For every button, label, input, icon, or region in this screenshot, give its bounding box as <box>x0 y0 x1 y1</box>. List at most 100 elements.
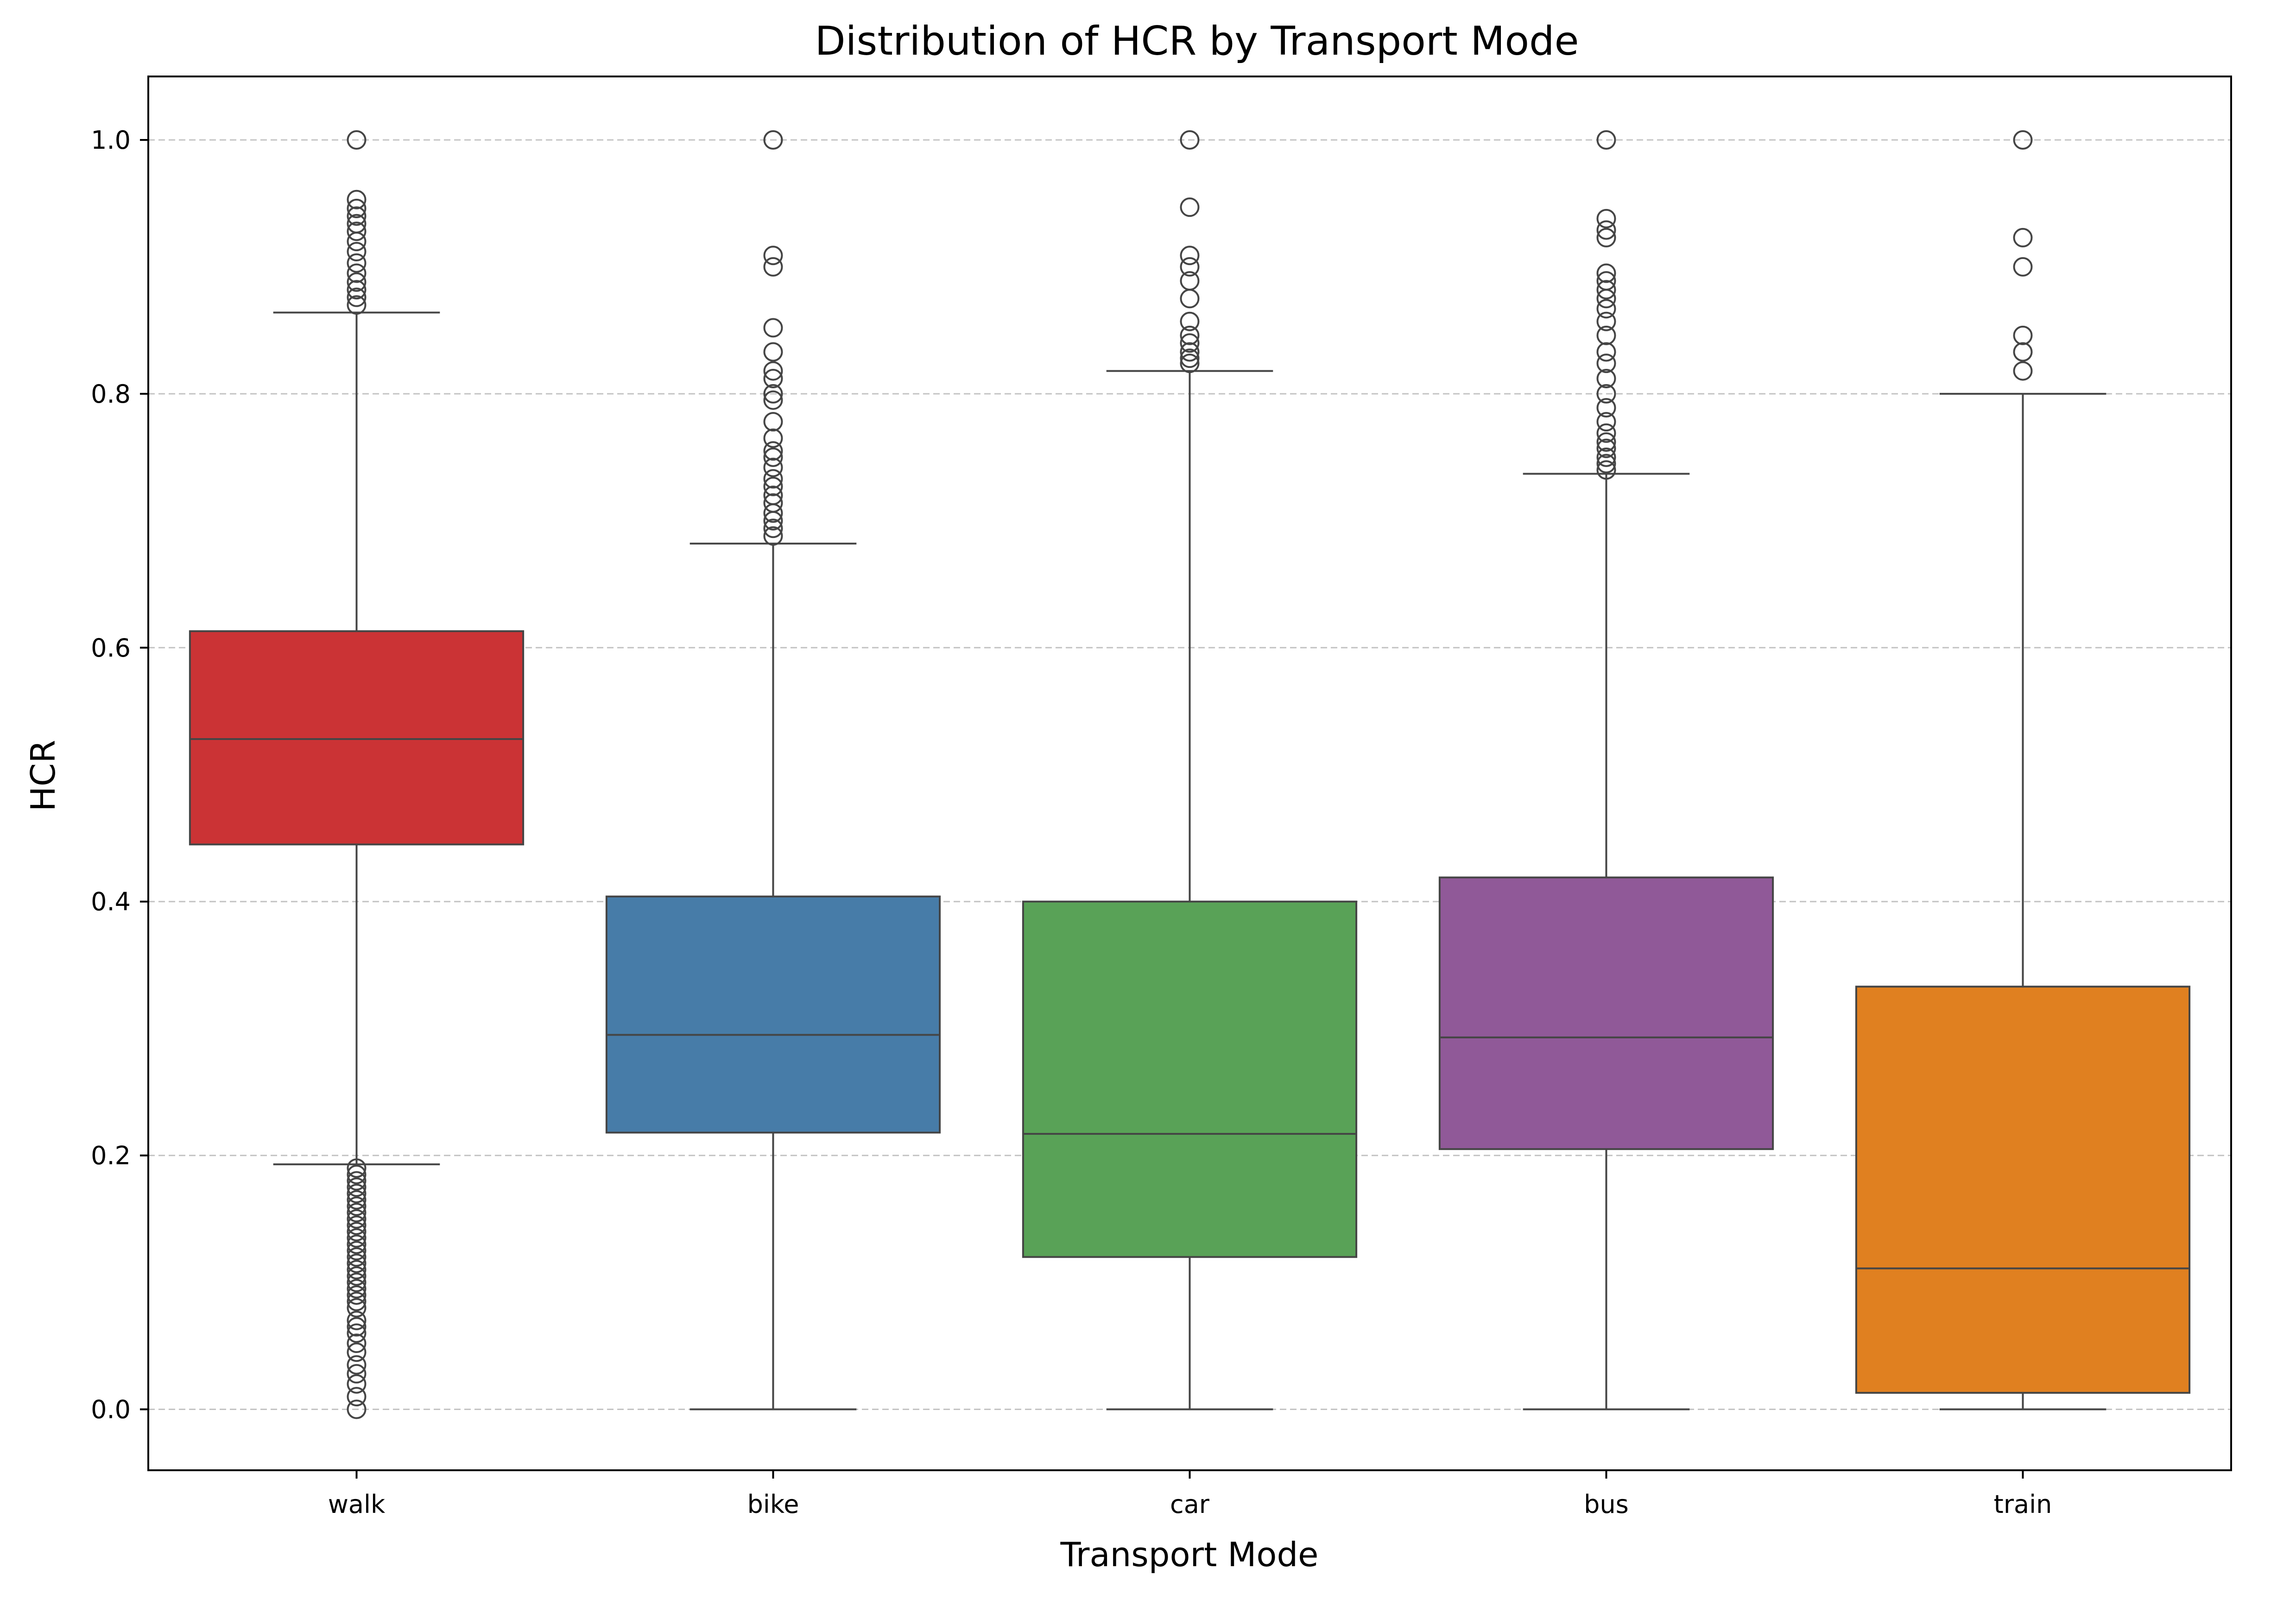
outlier-point <box>1596 447 1616 467</box>
x-tick-label: bike <box>747 1490 799 1519</box>
outlier-point <box>1596 438 1616 458</box>
outlier-point <box>347 1234 367 1254</box>
outlier-point <box>1180 289 1200 309</box>
x-axis-title: Transport Mode <box>1060 1535 1319 1574</box>
outlier-point <box>1596 369 1616 389</box>
outlier-point <box>763 526 783 546</box>
outlier-point <box>763 361 783 381</box>
outlier-point <box>1180 325 1200 345</box>
outlier-point <box>1180 197 1200 217</box>
outlier-point <box>347 1164 367 1184</box>
outlier-point <box>2013 228 2033 247</box>
outlier-point <box>347 1310 367 1330</box>
outlier-point <box>763 369 783 389</box>
outlier-point <box>347 1247 367 1267</box>
outlier-point <box>1596 354 1616 373</box>
outlier-point <box>347 1298 367 1318</box>
outlier-point <box>347 1253 367 1273</box>
outlier-point <box>347 1177 367 1197</box>
outlier-point <box>347 253 367 273</box>
box-group-train <box>1855 130 2191 1410</box>
outlier-point <box>347 1279 367 1299</box>
outlier-point <box>347 287 367 307</box>
outlier-point <box>347 1334 367 1353</box>
outlier-point <box>1596 423 1616 443</box>
outlier-point <box>2013 325 2033 345</box>
outlier-point <box>347 1215 367 1235</box>
y-axis-title: HCR <box>24 740 63 811</box>
axis-ticks: 0.0 0.2 0.4 0.6 0.8 1.0 walk bike car bus train <box>91 126 2052 1519</box>
outlier-point <box>347 130 367 150</box>
outlier-point <box>763 428 783 448</box>
outlier-point <box>1596 289 1616 309</box>
outlier-point <box>347 1399 367 1419</box>
outlier-point <box>1180 342 1200 362</box>
outlier-point <box>1180 257 1200 277</box>
boxes <box>189 130 2191 1419</box>
outlier-point <box>1596 460 1616 480</box>
box-group-bus <box>1438 130 1774 1410</box>
outlier-point <box>347 1355 367 1375</box>
outlier-point <box>1180 130 1200 150</box>
box-group-car <box>1022 130 1358 1410</box>
outlier-point <box>763 511 783 531</box>
outlier-point <box>1180 311 1200 331</box>
y-tick-label: 1.0 <box>91 126 131 155</box>
x-tick-label: bus <box>1584 1490 1629 1519</box>
outlier-point <box>1596 384 1616 404</box>
outlier-point <box>1596 280 1616 300</box>
outlier-point <box>1596 342 1616 362</box>
y-tick-label: 0.8 <box>91 379 131 409</box>
iqr-box <box>605 895 941 1134</box>
outlier-point <box>347 242 367 262</box>
outlier-point <box>1180 348 1200 368</box>
box-group-bike <box>605 130 941 1410</box>
outlier-point <box>347 1183 367 1203</box>
outlier-point <box>347 206 367 226</box>
outlier-point <box>347 1202 367 1222</box>
outlier-point <box>347 232 367 252</box>
outlier-point <box>1596 299 1616 319</box>
x-tick-label: walk <box>328 1490 386 1519</box>
outlier-point <box>347 1323 367 1343</box>
outlier-point <box>763 342 783 362</box>
outlier-point <box>763 318 783 338</box>
x-tick-label: train <box>1994 1490 2052 1519</box>
y-tick-label: 0.6 <box>91 633 131 663</box>
x-tick-label: car <box>1170 1490 1210 1519</box>
outlier-point <box>1596 432 1616 452</box>
outlier-point <box>1180 246 1200 266</box>
outlier-point <box>347 1228 367 1248</box>
outlier-point <box>1596 209 1616 228</box>
outlier-point <box>347 1190 367 1210</box>
outlier-point <box>347 1171 367 1191</box>
outlier-point <box>763 447 783 467</box>
outlier-point <box>1596 220 1616 240</box>
y-tick-label: 0.2 <box>91 1141 131 1170</box>
iqr-box <box>1438 876 1774 1150</box>
y-tick-label: 0.0 <box>91 1395 131 1424</box>
outlier-point <box>1596 454 1616 474</box>
outlier-point <box>347 1374 367 1394</box>
outlier-point <box>1596 325 1616 345</box>
outlier-point <box>1596 412 1616 432</box>
outlier-point <box>1596 228 1616 247</box>
outlier-point <box>1180 333 1200 353</box>
outlier-point <box>347 1266 367 1286</box>
outlier-point <box>1596 130 1616 150</box>
outlier-point <box>763 130 783 150</box>
outlier-point <box>2013 342 2033 362</box>
outlier-point <box>347 190 367 209</box>
outlier-point <box>347 198 367 218</box>
outlier-point <box>347 1260 367 1280</box>
outlier-point <box>763 257 783 277</box>
outlier-point <box>2013 130 2033 150</box>
outlier-point <box>2013 257 2033 277</box>
chart-title: Distribution of HCR by Transport Mode <box>815 18 1579 64</box>
outlier-point <box>763 390 783 410</box>
outlier-point <box>347 1158 367 1178</box>
outlier-point <box>763 519 783 538</box>
outlier-point <box>763 412 783 432</box>
outlier-point <box>347 280 367 300</box>
